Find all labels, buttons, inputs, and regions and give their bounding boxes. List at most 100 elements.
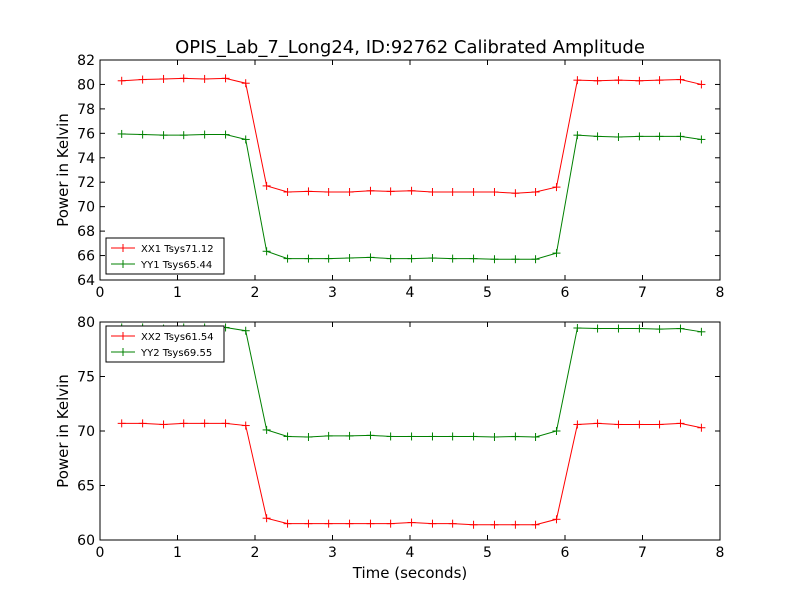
data-point: [552, 515, 561, 524]
data-point: [676, 324, 685, 333]
data-point: [304, 519, 313, 528]
data-point: [531, 255, 540, 264]
x-tick-label: 1: [173, 545, 182, 561]
y-tick-label: 70: [77, 200, 95, 216]
data-point: [635, 420, 644, 429]
data-point: [531, 520, 540, 529]
y-axis-label: Power in Kelvin: [54, 113, 72, 227]
bottom-subplot: 0 1 2 3 4 5 6 7 8 60 65 70 75 80 Power in Kelvin XX2 Ts…: [54, 315, 724, 561]
x-tick-label: 5: [483, 285, 492, 301]
data-point: [221, 74, 230, 83]
y-tick-label: 60: [77, 533, 95, 549]
x-tick-label: 2: [251, 285, 260, 301]
y-tick-label: 74: [77, 151, 95, 167]
x-tick-label: 0: [96, 285, 105, 301]
data-point: [448, 188, 457, 196]
y-tick-label: 75: [77, 370, 95, 386]
data-point: [262, 247, 271, 256]
x-tick-label: 1: [173, 285, 182, 301]
data-point: [283, 188, 292, 196]
data-point: [428, 254, 437, 262]
data-point: [511, 189, 520, 198]
data-point: [490, 188, 499, 196]
y-tick-label: 66: [77, 249, 95, 265]
data-point: [159, 74, 168, 83]
data-point: [366, 519, 375, 528]
data-point: [469, 188, 478, 196]
y-tick-label: 68: [77, 224, 95, 240]
data-point: [200, 419, 209, 428]
data-point: [407, 518, 416, 527]
data-point: [635, 324, 644, 333]
data-point: [221, 130, 230, 139]
data-point: [200, 130, 209, 139]
legend-box: [105, 325, 225, 363]
data-point: [366, 253, 375, 262]
data-point: [386, 432, 395, 441]
data-point: [511, 520, 520, 529]
data-point: [428, 519, 437, 528]
y-tick-label: 70: [77, 424, 95, 440]
y-tick-label: 80: [77, 315, 95, 331]
data-point: [407, 254, 416, 263]
data-point: [304, 254, 313, 263]
data-point: [324, 431, 333, 440]
y-axis-label: Power in Kelvin: [54, 374, 72, 488]
data-point: [531, 188, 540, 196]
data-point: [324, 254, 333, 263]
x-axis-label: Time (seconds): [352, 564, 468, 582]
data-point: [469, 520, 478, 529]
data-point: [614, 420, 623, 429]
data-point: [697, 327, 706, 336]
legend-label: XX2 Tsys61.54: [141, 332, 214, 343]
x-tick-label: 3: [328, 545, 337, 561]
x-tick-label: 8: [716, 545, 725, 561]
legend-label: YY1 Tsys65.44: [140, 260, 212, 271]
legend-label: YY2 Tsys69.55: [140, 348, 212, 359]
x-tick-label: 7: [638, 285, 647, 301]
data-point: [407, 432, 416, 441]
x-tick-label: 0: [96, 545, 105, 561]
y-tick-label: 80: [77, 77, 95, 93]
data-point: [428, 188, 437, 196]
data-point: [511, 432, 520, 441]
data-point: [593, 419, 602, 428]
data-point: [179, 74, 188, 83]
data-point: [262, 425, 271, 434]
data-point: [697, 135, 706, 144]
legend: XX2 Tsys61.54 YY2 Tsys69.55: [105, 325, 225, 363]
data-point: [635, 132, 644, 141]
x-tick-label: 4: [406, 285, 415, 301]
y-tick-label: 64: [77, 273, 95, 289]
x-tick-label: 2: [251, 545, 260, 561]
data-point: [345, 254, 354, 262]
y-tick-label: 82: [77, 53, 95, 69]
data-point: [593, 132, 602, 141]
data-point: [138, 130, 147, 139]
x-tick-label: 6: [561, 545, 570, 561]
data-point: [655, 325, 664, 334]
data-point: [262, 514, 271, 523]
data-point: [655, 76, 664, 85]
chart-title: OPIS_Lab_7_Long24, ID:92762 Calibrated A…: [175, 37, 645, 58]
data-point: [304, 187, 313, 196]
data-point: [159, 420, 168, 429]
data-point: [304, 432, 313, 441]
data-point: [655, 132, 664, 141]
data-point: [283, 432, 292, 441]
data-point: [366, 431, 375, 440]
data-point: [241, 79, 250, 88]
x-tick-label: 7: [638, 545, 647, 561]
data-point: [676, 132, 685, 141]
data-point: [490, 520, 499, 529]
data-point: [324, 519, 333, 528]
data-point: [552, 427, 561, 435]
data-point: [697, 80, 706, 89]
x-tick-label: 5: [483, 545, 492, 561]
data-point: [573, 131, 582, 140]
data-point: [676, 75, 685, 84]
data-point: [241, 135, 250, 144]
data-point: [407, 186, 416, 195]
